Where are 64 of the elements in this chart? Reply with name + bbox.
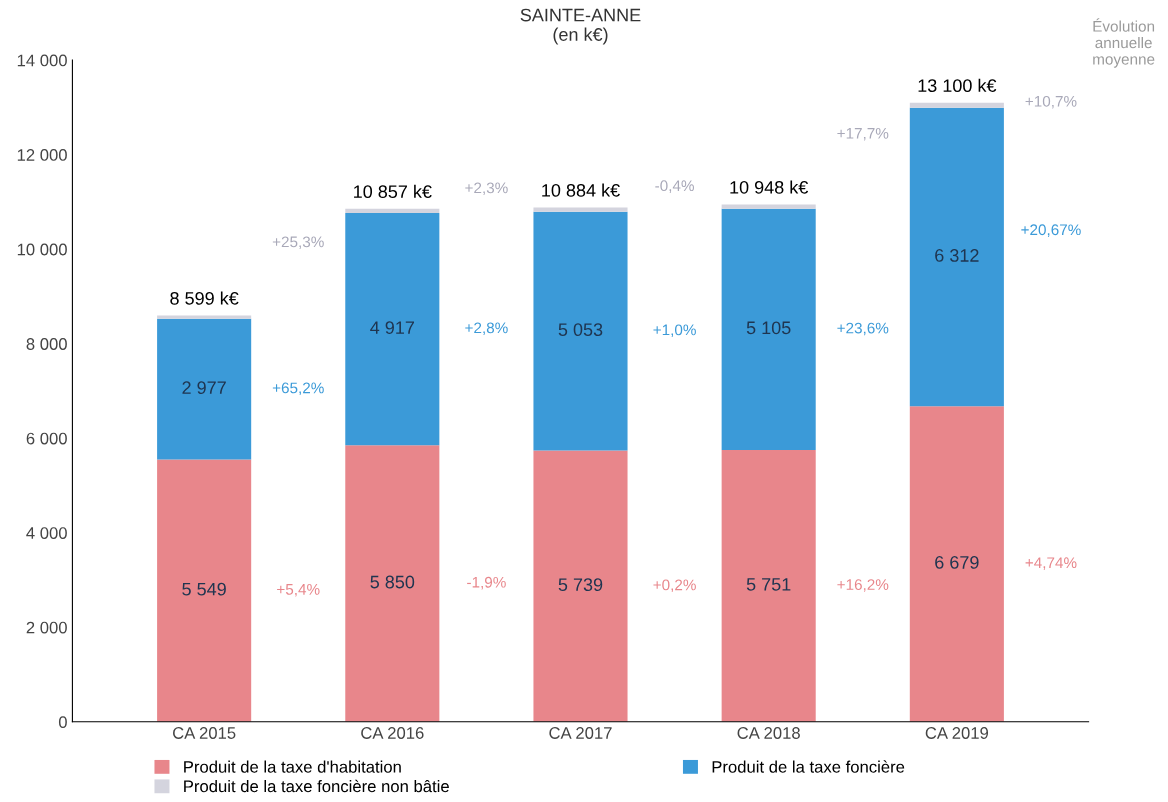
bar <box>345 212 440 446</box>
annotation: +17,7% <box>837 127 889 141</box>
y-tick-label: 2 000 <box>26 621 67 634</box>
y-tick-label: 6 000 <box>26 432 67 445</box>
bar <box>721 208 816 450</box>
data-label: 5 751 <box>746 578 791 591</box>
annotation: +20,67% <box>1021 224 1081 237</box>
data-label: 5 739 <box>558 578 603 592</box>
x-tick-label: CA 2016 <box>361 727 424 739</box>
annotation: +4,74% <box>1025 557 1077 570</box>
data-label: 6 312 <box>935 249 979 262</box>
bar <box>345 208 440 213</box>
annotation: +10,7% <box>1025 95 1077 109</box>
data-label: 5 549 <box>182 582 226 596</box>
legend-label: Produit de la taxe foncière <box>712 760 905 773</box>
bar <box>721 204 816 209</box>
bar <box>533 450 628 722</box>
annotation: +2,3% <box>465 182 508 196</box>
data-label: 2 977 <box>182 381 226 395</box>
bar <box>157 459 252 722</box>
y-tick-label: 8 000 <box>26 338 67 350</box>
data-label: 6 679 <box>935 556 979 569</box>
bar <box>157 315 252 319</box>
legend-label: Produit de la taxe d'habitation <box>184 760 401 773</box>
text: Évolution annuelle moyenne <box>1093 18 1155 68</box>
bar <box>909 406 1004 722</box>
y-tick-label: 14 000 <box>17 54 67 67</box>
bar <box>157 318 252 460</box>
data-label: 5 053 <box>558 323 603 337</box>
bar <box>909 107 1004 407</box>
x-tick-label: CA 2019 <box>925 727 989 739</box>
chart-title: SAINTE-ANNE <box>520 8 641 22</box>
total-label: 10 948 k€ <box>730 180 809 194</box>
bar <box>533 207 628 212</box>
annotation: +23,6% <box>837 322 889 336</box>
bar <box>533 211 628 451</box>
total-label: 13 100 k€ <box>918 78 997 93</box>
y-tick-label: 0 <box>58 716 67 728</box>
x-tick-label: CA 2017 <box>549 727 612 739</box>
total-label: 10 884 k€ <box>542 183 620 197</box>
annotation: -0,4% <box>655 180 694 193</box>
bar <box>721 450 816 722</box>
annotation: +2,8% <box>465 322 508 336</box>
data-label: 4 917 <box>370 321 415 334</box>
y-tick-label: 12 000 <box>17 149 67 161</box>
data-label: 5 105 <box>746 321 791 335</box>
annotation: +25,3% <box>272 236 324 250</box>
annotation: +5,4% <box>277 584 320 597</box>
annotation: +1,0% <box>653 324 696 338</box>
y-tick-label: 10 000 <box>17 243 67 256</box>
bar <box>909 102 1004 108</box>
annotation: -1,9% <box>467 576 506 590</box>
bar <box>345 445 440 722</box>
annotation: +16,2% <box>837 579 889 592</box>
chart-subtitle: (en k€) <box>553 27 608 45</box>
x-tick-label: CA 2015 <box>173 727 236 739</box>
y-tick-label: 4 000 <box>26 527 67 539</box>
annotation: +0,2% <box>653 579 696 593</box>
data-label: 5 850 <box>370 575 415 589</box>
legend-label: Produit de la taxe foncière non bâtie <box>184 779 449 793</box>
annotation: +65,2% <box>272 382 324 396</box>
x-tick-label: CA 2018 <box>737 727 800 739</box>
total-label: 8 599 k€ <box>170 291 239 305</box>
total-label: 10 857 k€ <box>354 184 432 199</box>
